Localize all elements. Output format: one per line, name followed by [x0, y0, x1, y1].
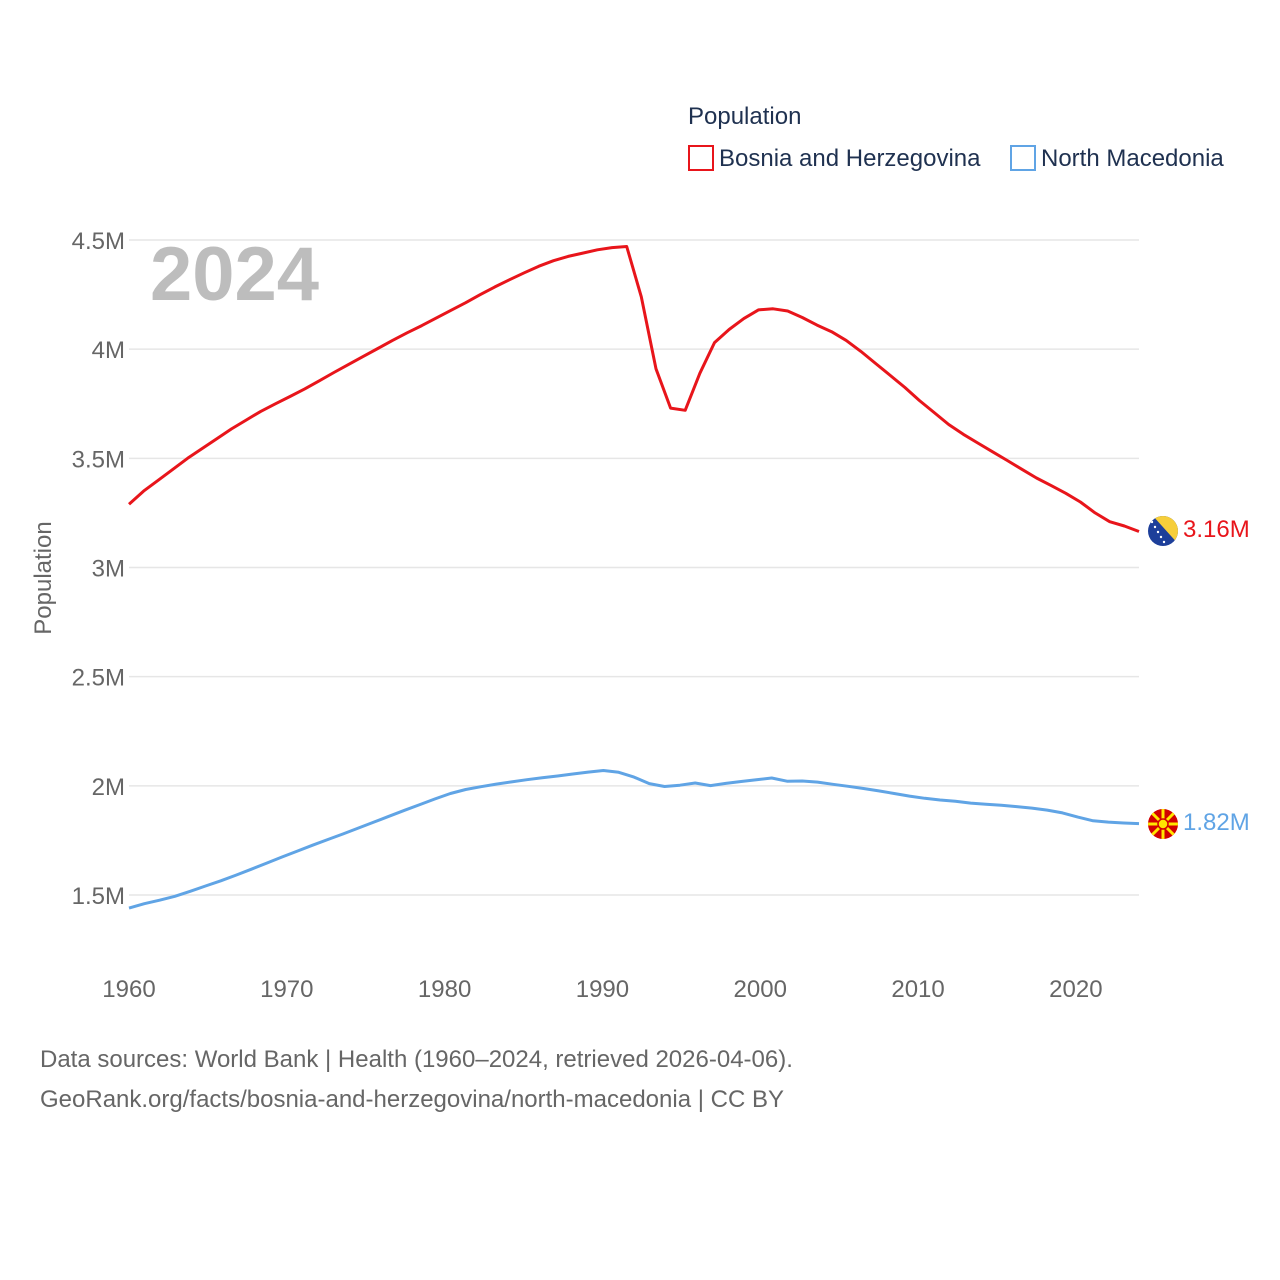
y-tick-label: 4.5M: [72, 228, 125, 255]
source-line-1: Data sources: World Bank | Health (1960–…: [40, 1046, 793, 1073]
end-label-bosnia: 3.16M: [1183, 516, 1250, 543]
y-tick-label: 2M: [92, 774, 125, 801]
legend-swatch-north-macedonia: [1010, 145, 1036, 171]
series-line-north-macedonia[interactable]: [128, 769, 1140, 910]
x-tick-label: 2010: [891, 976, 944, 1003]
x-tick-label: 1980: [418, 976, 471, 1003]
end-label-north-macedonia: 1.82M: [1183, 809, 1250, 836]
y-tick-label: 1.5M: [72, 883, 125, 910]
legend-label-bosnia: Bosnia and Herzegovina: [719, 145, 981, 172]
legend-label-north-macedonia: North Macedonia: [1041, 145, 1224, 172]
y-tick-label: 4M: [92, 337, 125, 364]
source-line-2[interactable]: GeoRank.org/facts/bosnia-and-herzegovina…: [40, 1086, 784, 1113]
north-macedonia-flag-icon: [1148, 809, 1178, 839]
bosnia-flag-icon: [1148, 516, 1178, 546]
series-group: [127, 245, 1140, 910]
y-tick-label: 3M: [92, 556, 125, 583]
x-tick-label: 2020: [1049, 976, 1102, 1003]
x-axis-ticks: 1960 1970 1980 1990 2000 2010 2020: [102, 976, 1102, 1003]
y-tick-label: 3.5M: [72, 446, 125, 473]
legend-swatch-bosnia: [688, 145, 714, 171]
y-tick-label: 2.5M: [72, 665, 125, 692]
y-axis-title: Population: [30, 521, 57, 634]
x-tick-label: 1960: [102, 976, 155, 1003]
series-line-bosnia[interactable]: [127, 245, 1140, 533]
legend-item-north-macedonia[interactable]: North Macedonia: [1010, 145, 1224, 172]
x-tick-label: 1990: [576, 976, 629, 1003]
legend-title: Population: [688, 103, 801, 130]
y-axis-ticks: 1.5M 2M 2.5M 3M 3.5M 4M 4.5M: [72, 228, 125, 910]
x-tick-label: 1970: [260, 976, 313, 1003]
grid: [129, 239, 1139, 896]
source-note: Data sources: World Bank | Health (1960–…: [40, 1040, 1240, 1120]
year-watermark: 2024: [150, 232, 319, 317]
x-tick-label: 2000: [734, 976, 787, 1003]
legend-item-bosnia[interactable]: Bosnia and Herzegovina: [688, 145, 981, 172]
